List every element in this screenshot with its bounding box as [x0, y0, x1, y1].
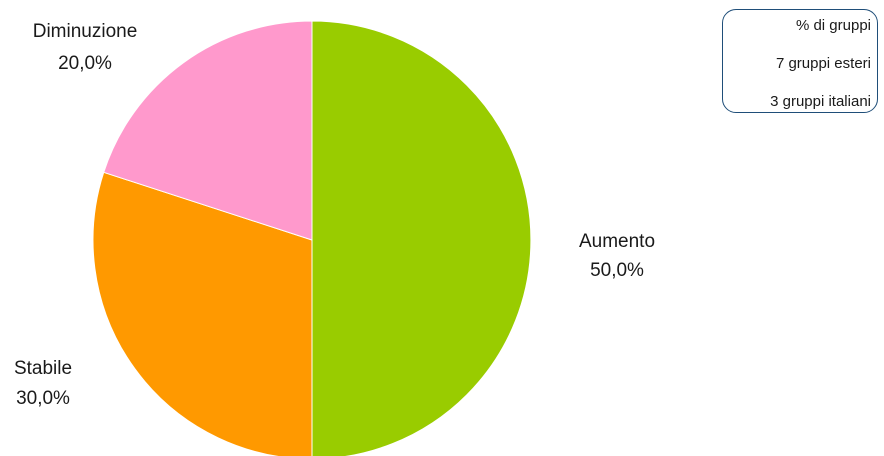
pie-labels: Aumento 50,0% Stabile 30,0% Diminuzione 20,0% — [14, 21, 655, 409]
pie-slice-stabile — [92, 171, 313, 456]
legend-note-line-foreign: 7 gruppi esteri — [775, 55, 871, 72]
slice-value-aumento: 50,0% — [590, 260, 644, 281]
legend-note-line-percent: % di gruppi — [795, 17, 871, 34]
slice-label-stabile: Stabile — [14, 358, 72, 379]
pie-slice-aumento — [311, 20, 532, 456]
slice-value-diminuzione: 20,0% — [58, 53, 112, 74]
pie-slice-diminuzione — [103, 20, 313, 241]
pie-slices — [92, 20, 532, 456]
legend-note-box: % di gruppi 7 gruppi esteri 3 gruppi ita… — [722, 9, 878, 113]
legend-note-line-italian: 3 gruppi italiani — [770, 93, 871, 110]
slice-label-diminuzione: Diminuzione — [33, 21, 138, 42]
slice-label-aumento: Aumento — [579, 231, 655, 252]
slice-value-stabile: 30,0% — [16, 388, 70, 409]
